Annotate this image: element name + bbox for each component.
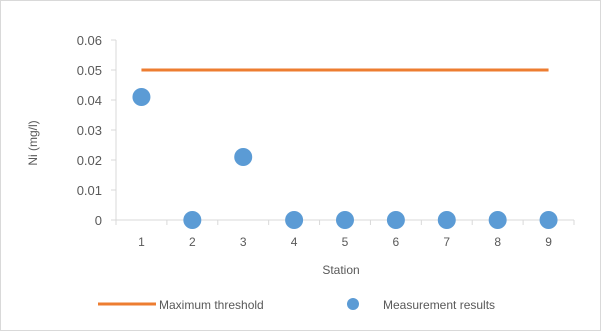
series-layer [132,68,558,229]
measurement-point [285,211,304,229]
x-tick-label: 2 [189,235,196,249]
measurement-point [132,88,151,106]
x-tick-label: 9 [545,235,552,249]
measurement-point [183,211,202,229]
y-tick-label: 0.06 [77,33,102,48]
legend-label: Measurement results [383,298,495,312]
x-tick-label: 5 [342,235,349,249]
x-tick-label: 6 [393,235,400,249]
measurement-point [336,211,354,229]
x-tick-label: 8 [494,235,501,249]
y-axis-label: Ni (mg/l) [26,120,40,165]
measurement-point [539,211,558,229]
y-tick-label: 0 [95,213,102,228]
y-tick-label: 0.03 [77,123,102,138]
x-tick-label: 4 [291,235,298,249]
x-tick-label: 3 [240,235,247,249]
y-tick-label: 0.01 [77,183,102,198]
legend-dot-swatch [347,298,359,310]
y-tick-label: 0.04 [77,93,102,108]
x-tick-label: 1 [138,235,145,249]
measurement-point [437,211,456,229]
x-axis-label: Station [322,263,359,277]
x-tick-label: 7 [443,235,450,249]
axes: 0 0.01 0.02 0.03 0.04 0.05 0.06 1 2 3 4 5 6 7 8 9 [77,33,575,249]
y-tick-label: 0.05 [77,63,102,78]
measurement-point [386,211,405,229]
measurement-point [234,148,253,166]
measurement-point [488,211,507,229]
legend-label: Maximum threshold [159,298,264,312]
legend: Maximum threshold Measurement results [98,298,495,312]
scatter-chart: 0 0.01 0.02 0.03 0.04 0.05 0.06 1 2 3 4 5 6 7 8 9 Ni (m… [26,33,575,312]
y-tick-label: 0.02 [77,153,102,168]
